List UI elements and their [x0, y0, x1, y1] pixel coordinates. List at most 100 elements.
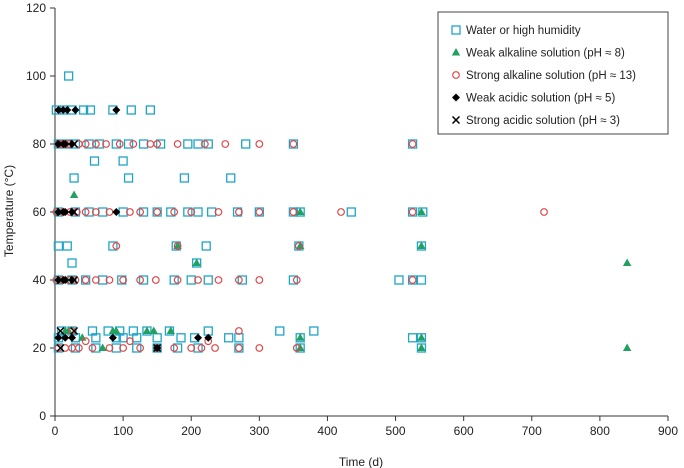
- data-point: [214, 276, 223, 284]
- legend-label: Weak alkaline solution (pH ≈ 8): [466, 48, 625, 60]
- data-point: [200, 140, 209, 148]
- data-point: [183, 207, 193, 217]
- data-point: [241, 139, 251, 149]
- data-point: [119, 344, 128, 352]
- data-point: [129, 140, 138, 148]
- data-point: [61, 333, 70, 342]
- data-point: [138, 139, 149, 149]
- data-point: [407, 333, 418, 343]
- data-point: [226, 173, 236, 183]
- data-point: [153, 208, 162, 216]
- y-tick-label: 80: [33, 137, 47, 151]
- data-point: [155, 139, 166, 149]
- data-point: [74, 344, 83, 352]
- legend-marker: [451, 25, 461, 35]
- data-point: [416, 275, 427, 285]
- data-point: [98, 275, 108, 285]
- x-tick-label: 800: [590, 424, 610, 438]
- data-point: [408, 276, 417, 284]
- data-point: [234, 344, 243, 352]
- data-point: [123, 139, 134, 149]
- x-tick-label: 900: [658, 424, 678, 438]
- data-point: [170, 344, 179, 352]
- data-point: [296, 207, 305, 215]
- data-point: [275, 326, 285, 336]
- data-point: [183, 139, 193, 149]
- data-point: [417, 207, 426, 215]
- data-point: [407, 139, 418, 149]
- data-point: [169, 275, 179, 285]
- data-point: [56, 343, 65, 353]
- data-point: [417, 241, 426, 249]
- data-point: [136, 276, 145, 284]
- y-tick-label: 40: [33, 273, 47, 287]
- data-point: [126, 337, 134, 346]
- data-point: [179, 173, 190, 183]
- data-point: [540, 208, 548, 216]
- data-point: [119, 276, 128, 284]
- data-point: [68, 276, 77, 284]
- data-point: [88, 344, 97, 352]
- data-point: [173, 242, 182, 250]
- data-point: [204, 333, 213, 342]
- data-point: [145, 105, 156, 115]
- data-point: [91, 333, 101, 343]
- data-point: [138, 275, 149, 285]
- data-point: [294, 241, 304, 251]
- data-point: [115, 140, 124, 148]
- data-point: [186, 275, 196, 285]
- data-point: [53, 241, 64, 251]
- data-point: [62, 241, 72, 251]
- data-point: [138, 207, 149, 217]
- data-point: [118, 333, 128, 343]
- data-point: [68, 140, 77, 148]
- data-point: [187, 208, 196, 216]
- data-point: [193, 139, 203, 149]
- data-point: [164, 326, 175, 336]
- data-point: [173, 276, 182, 284]
- data-point: [118, 207, 128, 217]
- data-point: [194, 333, 203, 342]
- legend-label: Water or high humidity: [466, 25, 581, 37]
- data-point: [68, 208, 77, 216]
- legend-marker: [452, 93, 460, 102]
- data-point: [294, 242, 303, 250]
- legend-marker: [451, 48, 461, 56]
- data-point: [54, 333, 63, 342]
- data-point: [78, 333, 87, 341]
- data-point: [112, 326, 121, 334]
- data-point: [56, 326, 65, 336]
- data-point: [112, 106, 121, 114]
- data-point: [54, 208, 63, 216]
- data-point: [337, 208, 345, 216]
- data-point: [70, 275, 79, 285]
- data-point: [254, 207, 264, 217]
- data-point: [193, 207, 203, 217]
- series-4: [54, 106, 213, 352]
- data-point: [149, 326, 158, 334]
- data-point: [234, 276, 243, 284]
- x-tick-label: 600: [454, 424, 474, 438]
- data-point: [288, 275, 299, 285]
- data-point: [173, 140, 182, 148]
- data-point: [224, 333, 234, 343]
- data-point: [255, 208, 264, 216]
- data-point: [105, 276, 114, 284]
- legend-label: Strong alkaline solution (pH ≈ 13): [466, 70, 636, 82]
- data-point: [187, 344, 196, 352]
- data-point: [417, 333, 426, 341]
- data-points: [51, 71, 632, 353]
- data-point: [203, 139, 213, 149]
- data-point: [192, 258, 201, 266]
- data-point: [102, 140, 110, 148]
- data-point: [173, 241, 182, 249]
- data-point: [91, 140, 100, 148]
- x-axis-title: Time (d): [339, 455, 383, 468]
- data-point: [166, 326, 175, 334]
- x-tick-label: 400: [317, 424, 337, 438]
- y-tick-label: 60: [33, 205, 47, 219]
- data-point: [309, 326, 319, 336]
- data-point: [234, 333, 244, 343]
- data-point: [394, 275, 404, 285]
- data-point: [152, 207, 162, 217]
